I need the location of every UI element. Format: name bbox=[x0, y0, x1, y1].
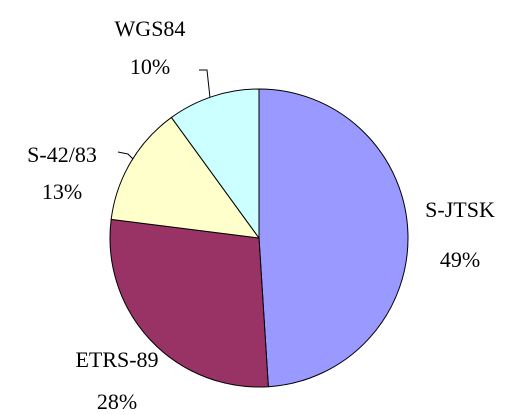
slice-label: ETRS-89 bbox=[75, 347, 158, 372]
slice-value-label: 13% bbox=[42, 179, 82, 204]
leader-line bbox=[199, 69, 211, 99]
slice-label: S-42/83 bbox=[27, 142, 97, 167]
slice-value-label: 49% bbox=[440, 247, 480, 272]
slice-label: WGS84 bbox=[115, 16, 186, 41]
pie-slice bbox=[170, 88, 260, 240]
slice-value-label: 10% bbox=[130, 54, 170, 79]
slice-label: S-JTSK bbox=[425, 197, 495, 222]
pie-slice bbox=[258, 88, 409, 388]
slice-value-label: 28% bbox=[97, 389, 137, 414]
pie-slice bbox=[109, 218, 269, 388]
pie-slice bbox=[110, 116, 261, 239]
